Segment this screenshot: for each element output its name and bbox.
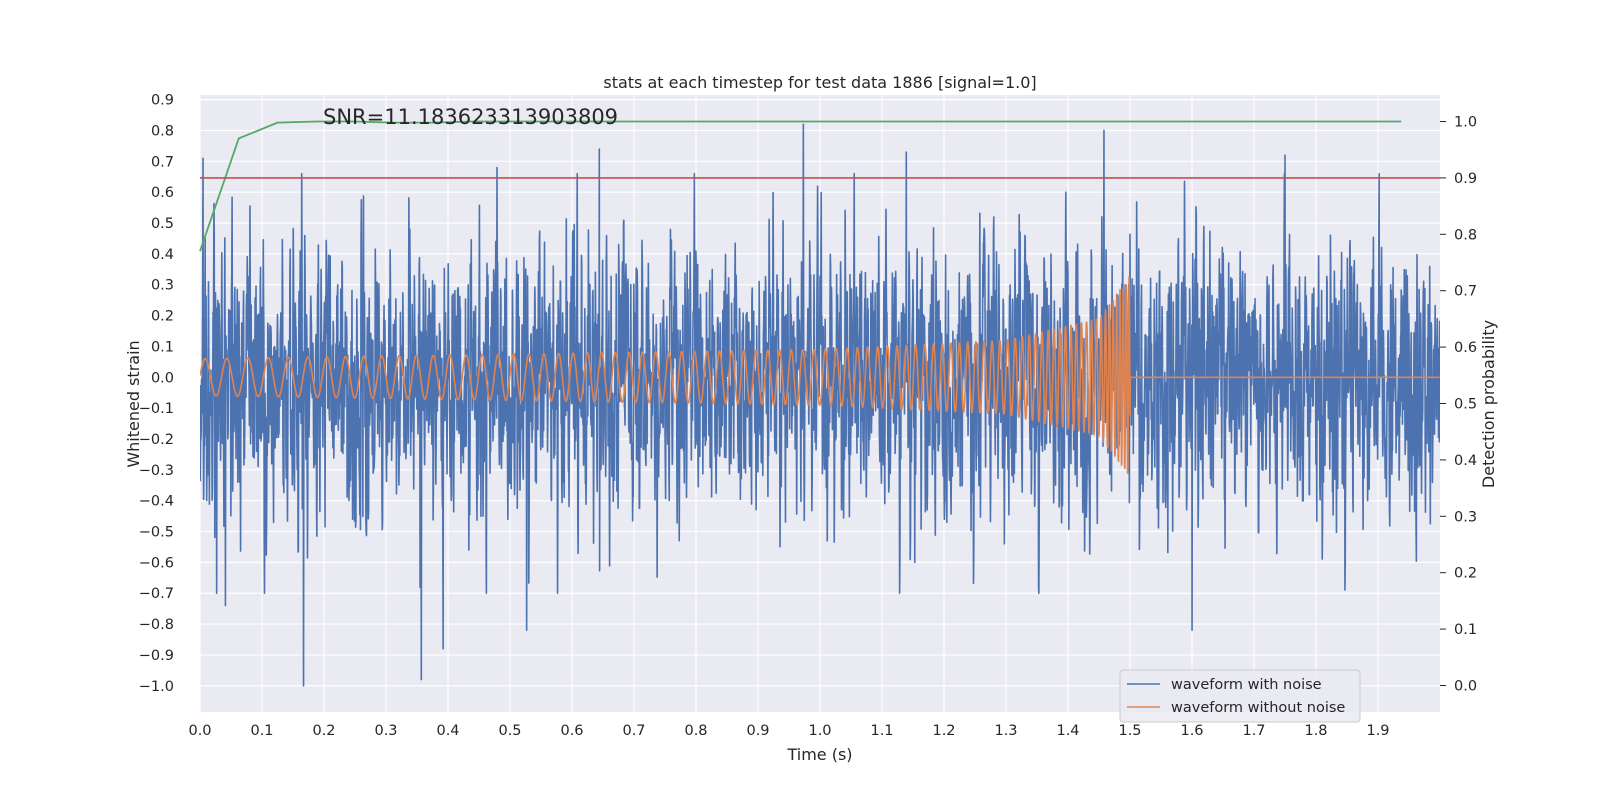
y-tick-label: −0.9: [139, 648, 174, 664]
y-tick-label: −1.0: [139, 679, 174, 695]
x-tick-label: 0.3: [374, 723, 397, 739]
x-tick-label: 1.7: [1242, 723, 1265, 739]
y-tick-label: 0.6: [151, 185, 174, 201]
y-right-tick-label: 0.0: [1454, 678, 1477, 694]
x-tick-label: 1.4: [1056, 723, 1079, 739]
ticks: 0.0 0.1 0.2 0.3 0.4 0.5 0.6 0.7 0.8 0.9 1.0 1.1 1.2 1…: [139, 93, 1477, 739]
y-tick-label: 0.3: [151, 278, 174, 294]
x-tick-label: 0.8: [684, 723, 707, 739]
y-tick-label: 0.5: [151, 216, 174, 232]
x-tick-label: 0.0: [188, 723, 211, 739]
x-tick-label: 1.3: [994, 723, 1017, 739]
series-line-waveform-without-noise: [200, 276, 1440, 474]
y-right-tick-label: 0.5: [1454, 397, 1477, 413]
series-line-detection-probability: [199, 120, 1402, 252]
chart-title: stats at each timestep for test data 188…: [603, 73, 1036, 92]
y-right-tick-label: 0.1: [1454, 622, 1477, 638]
series-layer: [199, 120, 1440, 687]
legend: waveform with noise waveform without noi…: [1119, 669, 1361, 723]
x-tick-label: 1.9: [1366, 723, 1389, 739]
x-tick-label: 1.5: [1118, 723, 1141, 739]
y-right-tick-label: 0.8: [1454, 227, 1477, 243]
y-axis-label-right: Detection probability: [1479, 320, 1498, 488]
x-tick-label: 0.9: [746, 723, 769, 739]
x-tick-label: 0.4: [436, 723, 459, 739]
y-tick-label: 0.9: [151, 93, 174, 109]
x-tick-label: 1.0: [808, 723, 831, 739]
y-tick-label: 0.8: [151, 123, 174, 139]
x-tick-label: 1.2: [932, 723, 955, 739]
y-tick-label: −0.1: [139, 401, 174, 417]
y-right-tick-label: 0.9: [1454, 171, 1477, 187]
y-right-tick-label: 0.6: [1454, 340, 1477, 356]
x-tick-label: 0.2: [312, 723, 335, 739]
y-tick-label: 0.2: [151, 309, 174, 325]
snr-annotation: SNR=11.183623313903809: [323, 105, 618, 129]
x-tick-label: 0.5: [498, 723, 521, 739]
x-tick-label: 0.1: [250, 723, 273, 739]
y-tick-label: 0.4: [151, 247, 174, 263]
y-right-tick-label: 0.7: [1454, 284, 1477, 300]
y-right-tick-label: 0.3: [1454, 509, 1477, 525]
legend-box: [1119, 669, 1361, 723]
y-tick-label: −0.7: [139, 586, 174, 602]
x-axis-label: Time (s): [786, 745, 852, 764]
y-axis-label: Whitened strain: [124, 340, 143, 467]
legend-label-waveform-with-noise: waveform with noise: [1171, 677, 1322, 693]
y-right-tick-label: 0.4: [1454, 453, 1477, 469]
y-tick-label: −0.5: [139, 525, 174, 541]
x-tick-label: 1.6: [1180, 723, 1203, 739]
x-tick-label: 1.8: [1304, 723, 1327, 739]
y-right-tick-label: 1.0: [1454, 115, 1477, 131]
y-tick-label: 0.0: [151, 370, 174, 386]
legend-label-waveform-without-noise: waveform without noise: [1171, 700, 1345, 716]
y-tick-label: −0.3: [139, 463, 174, 479]
y-right-tick-label: 0.2: [1454, 566, 1477, 582]
y-tick-label: −0.4: [139, 494, 174, 510]
x-tick-label: 0.6: [560, 723, 583, 739]
y-tick-label: −0.6: [139, 555, 174, 571]
y-tick-label: −0.8: [139, 617, 174, 633]
y-tick-label: 0.7: [151, 154, 174, 170]
y-tick-label: 0.1: [151, 339, 174, 355]
x-tick-label: 0.7: [622, 723, 645, 739]
y-tick-label: −0.2: [139, 432, 174, 448]
x-tick-label: 1.1: [870, 723, 893, 739]
